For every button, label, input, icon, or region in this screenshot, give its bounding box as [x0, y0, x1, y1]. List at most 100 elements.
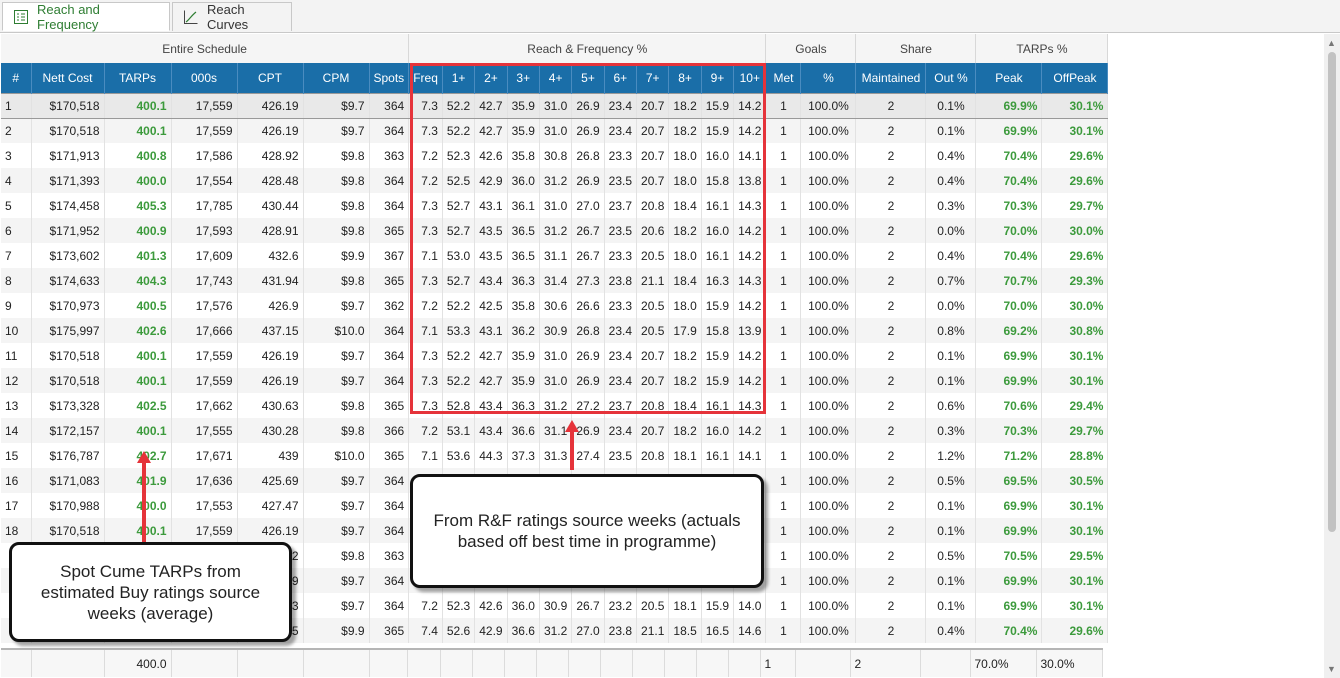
column-header-reach-4-plus[interactable]: 4+ [539, 63, 573, 93]
cell-goals-met: 1 [765, 92, 802, 119]
tab-reach-curves[interactable]: Reach Curves [172, 2, 292, 32]
cell-cpt: 439 [237, 443, 304, 468]
cell-tarps: 401.3 [104, 243, 172, 268]
cell-nett-cost: $170,518 [31, 118, 105, 143]
scroll-thumb[interactable] [1328, 52, 1336, 532]
cell-share-maintained: 2 [855, 218, 927, 243]
column-header-tarps[interactable]: TARPs [104, 63, 172, 93]
column-header-reach-3-plus[interactable]: 3+ [507, 63, 540, 93]
column-header-goals-met[interactable]: Met [765, 63, 802, 93]
table-row[interactable]: 3 $171,913 400.8 17,586 428.92 $9.8 363 7.2 52.3… [1, 143, 1109, 168]
cell-goals-pct: 100.0% [800, 193, 857, 218]
cell-thousands: 17,671 [171, 443, 238, 468]
cell-reach-2-plus: 42.7 [474, 118, 508, 143]
cell-tarps-offpeak: 30.8% [1041, 318, 1109, 343]
cell-reach-10-plus: 14.1 [733, 443, 767, 468]
vertical-scrollbar[interactable]: ▲ ▼ [1324, 34, 1340, 678]
cell-reach-3-plus: 35.8 [507, 293, 540, 318]
cell-goals-met: 1 [765, 293, 802, 318]
column-header-reach-10-plus[interactable]: 10+ [733, 63, 767, 93]
column-header-share-maintained[interactable]: Maintained [855, 63, 927, 93]
column-header-row-index[interactable]: # [1, 63, 32, 93]
column-header-reach-5-plus[interactable]: 5+ [571, 63, 605, 93]
column-header-reach-8-plus[interactable]: 8+ [668, 63, 702, 93]
cell-reach-1-plus: 52.8 [442, 393, 476, 418]
column-header-reach-2-plus[interactable]: 2+ [474, 63, 508, 93]
cell-cpt: 427.47 [237, 493, 304, 518]
cell-cpt: 426.19 [237, 518, 304, 543]
cell-reach-5-plus: 27.3 [571, 268, 605, 293]
cell-share-out-pct: 0.1% [925, 92, 977, 119]
column-header-freq[interactable]: Freq [408, 63, 443, 93]
cell-row-index: 6 [1, 218, 32, 243]
cell-reach-7-plus: 20.5 [636, 318, 670, 343]
cell-row-index: 3 [1, 143, 32, 168]
column-header-nett-cost[interactable]: Nett Cost [31, 63, 105, 93]
table-row[interactable]: 4 $171,393 400.0 17,554 428.48 $9.8 364 7.2 52.5… [1, 168, 1109, 193]
table-row[interactable]: 1 $170,518 400.1 17,559 426.19 $9.7 364 7.3 52.2… [1, 92, 1109, 119]
table-row[interactable]: 12 $170,518 400.1 17,559 426.19 $9.7 364 7.3 52.… [1, 368, 1109, 393]
column-header-spots[interactable]: Spots [369, 63, 410, 93]
column-header-goals-pct[interactable]: % [800, 63, 857, 93]
scroll-down-icon[interactable]: ▼ [1327, 664, 1336, 674]
cell-share-out-pct: 0.7% [925, 268, 977, 293]
table-row[interactable]: 2 $170,518 400.1 17,559 426.19 $9.7 364 7.3 52.2… [1, 118, 1109, 143]
cell-reach-2-plus: 43.4 [474, 268, 508, 293]
cell-reach-2-plus: 43.1 [474, 318, 508, 343]
cell-reach-4-plus: 31.0 [539, 118, 573, 143]
cell-reach-7-plus: 20.7 [636, 92, 670, 119]
cell-reach-8-plus: 18.2 [668, 343, 702, 368]
column-header-tarps-peak[interactable]: Peak [975, 63, 1043, 93]
table-row[interactable]: 9 $170,973 400.5 17,576 426.9 $9.7 362 7.2 52.2 4… [1, 293, 1109, 318]
table-row[interactable]: 10 $175,997 402.6 17,666 437.15 $10.0 364 7.1 53… [1, 318, 1109, 343]
cell-tarps-offpeak: 29.7% [1041, 418, 1109, 443]
table-row[interactable]: 6 $171,952 400.9 17,593 428.91 $9.8 365 7.3 52.7… [1, 218, 1109, 243]
cell-row-index: 4 [1, 168, 32, 193]
table-row[interactable]: 8 $174,633 404.3 17,743 431.94 $9.8 365 7.3 52.7… [1, 268, 1109, 293]
cell-cpm: $9.9 [303, 618, 370, 643]
cell-tarps-peak: 70.3% [975, 418, 1043, 443]
cell-nett-cost: $176,787 [31, 443, 105, 468]
column-header-cpm[interactable]: CPM [303, 63, 370, 93]
column-header-reach-1-plus[interactable]: 1+ [442, 63, 476, 93]
cell-reach-10-plus: 14.2 [733, 418, 767, 443]
column-header-tarps-offpeak[interactable]: OffPeak [1041, 63, 1109, 93]
column-header-reach-9-plus[interactable]: 9+ [701, 63, 735, 93]
cell-share-maintained: 2 [855, 543, 927, 568]
cell-nett-cost: $174,633 [31, 268, 105, 293]
cell-tarps-offpeak: 29.4% [1041, 393, 1109, 418]
cell-reach-2-plus: 42.9 [474, 168, 508, 193]
column-header-thousands[interactable]: 000s [171, 63, 238, 93]
column-header-cpt[interactable]: CPT [237, 63, 304, 93]
grid-chart-icon [13, 9, 29, 25]
cell-spots: 364 [369, 493, 410, 518]
cell-tarps: 402.5 [104, 393, 172, 418]
cell-share-maintained: 2 [855, 618, 927, 643]
cell-spots: 364 [369, 368, 410, 393]
cell-tarps: 400.1 [104, 368, 172, 393]
cell-tarps-peak: 69.9% [975, 518, 1043, 543]
cell-reach-2-plus: 42.7 [474, 92, 508, 119]
cell-reach-5-plus: 27.4 [571, 443, 605, 468]
cell-reach-1-plus: 53.6 [442, 443, 476, 468]
column-header-reach-7-plus[interactable]: 7+ [636, 63, 670, 93]
table-row[interactable]: 15 $176,787 402.7 17,671 439 $10.0 365 7.1 53.6 4… [1, 443, 1109, 468]
column-header-share-out-pct[interactable]: Out % [925, 63, 977, 93]
cell-thousands: 17,559 [171, 118, 238, 143]
scroll-up-icon[interactable]: ▲ [1327, 38, 1336, 48]
cell-thousands: 17,559 [171, 92, 238, 119]
column-header-reach-6-plus[interactable]: 6+ [604, 63, 638, 93]
cell-reach-3-plus: 36.0 [507, 168, 540, 193]
table-row[interactable]: 11 $170,518 400.1 17,559 426.19 $9.7 364 7.3 52.… [1, 343, 1109, 368]
table-row[interactable]: 13 $173,328 402.5 17,662 430.63 $9.8 365 7.3 52.… [1, 393, 1109, 418]
cell-cpm: $9.7 [303, 568, 370, 593]
group-header-row: Entire Schedule Reach & Frequency % Goal… [1, 34, 1109, 63]
footer-cpt [237, 649, 304, 677]
footer-nett-cost [31, 649, 105, 677]
table-row[interactable]: 5 $174,458 405.3 17,785 430.44 $9.8 364 7.3 52.7… [1, 193, 1109, 218]
table-row[interactable]: 14 $172,157 400.1 17,555 430.28 $9.8 366 7.2 53.… [1, 418, 1109, 443]
footer-reach-8-plus [664, 649, 697, 677]
tab-reach-and-frequency[interactable]: Reach and Frequency [2, 2, 170, 32]
cell-reach-2-plus: 42.6 [474, 143, 508, 168]
table-row[interactable]: 7 $173,602 401.3 17,609 432.6 $9.9 367 7.1 53.0 4… [1, 243, 1109, 268]
